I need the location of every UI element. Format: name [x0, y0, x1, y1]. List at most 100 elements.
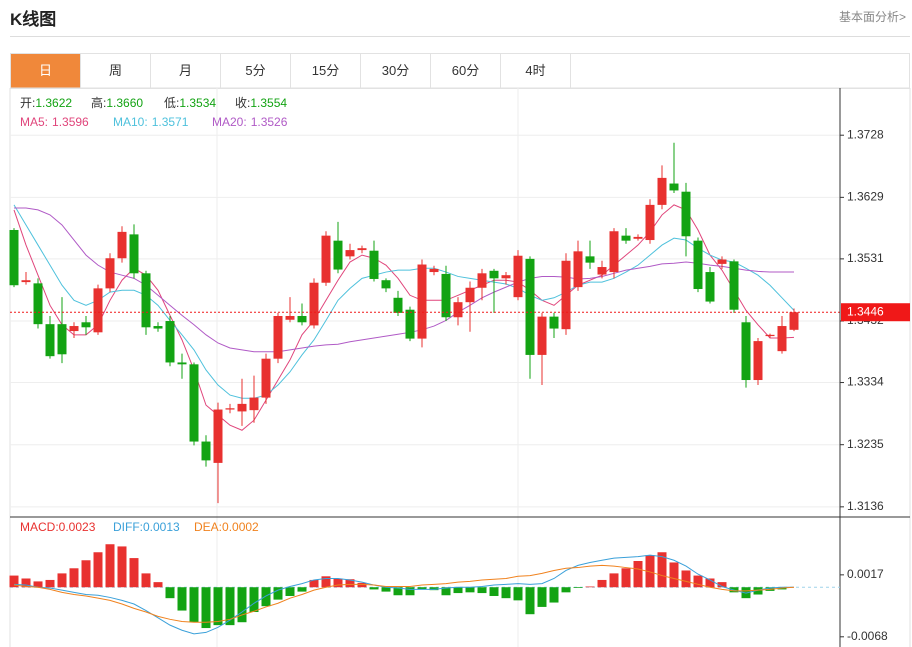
candle-body	[741, 322, 751, 381]
macd-bar	[453, 587, 463, 594]
legend-value: 0.0013	[143, 520, 180, 534]
candle-body	[525, 258, 535, 355]
period-tab[interactable]: 30分	[361, 54, 431, 88]
period-tab[interactable]: 4时	[501, 54, 571, 88]
candle-body	[189, 364, 199, 442]
macd-bar	[489, 587, 499, 596]
macd-bar	[477, 587, 487, 594]
candle-body	[129, 234, 139, 274]
candle-body	[69, 326, 79, 332]
macd-bar	[549, 587, 559, 603]
macd-bar	[657, 552, 667, 588]
legend-name: MA20:	[212, 115, 247, 129]
candle-body	[789, 312, 799, 330]
legend-entry: DEA:0.0002	[194, 520, 259, 534]
macd-bar	[345, 579, 355, 588]
legend-value: 1.3571	[152, 115, 189, 129]
macd-bar	[753, 587, 763, 595]
macd-bar	[717, 582, 727, 588]
candle-body	[369, 250, 379, 279]
macd-bar	[225, 587, 235, 626]
candle-body	[681, 191, 691, 237]
period-tab[interactable]: 日	[11, 54, 81, 88]
period-tab[interactable]: 月	[151, 54, 221, 88]
candle-body	[393, 297, 403, 313]
candle-body	[693, 240, 703, 290]
ohlc-readout: 开:1.3622	[20, 96, 72, 110]
candle-body	[645, 204, 655, 241]
period-tab[interactable]: 60分	[431, 54, 501, 88]
candle-body	[93, 288, 103, 333]
candle-body	[609, 231, 619, 273]
candle-body	[417, 264, 427, 339]
ma-line	[13, 204, 795, 399]
macd-bar	[105, 544, 115, 588]
macd-bar	[357, 582, 367, 588]
macd-bar	[249, 587, 259, 613]
fundamental-link[interactable]: 基本面分析>	[838, 10, 906, 24]
divider	[10, 36, 910, 37]
candle-body	[285, 315, 295, 320]
candle-body	[705, 272, 715, 302]
macd-bar	[153, 582, 163, 588]
ma-line	[14, 207, 794, 353]
candle-body	[45, 324, 55, 357]
candle-body	[465, 287, 475, 303]
macd-bar	[441, 587, 451, 596]
candle-body	[489, 270, 499, 279]
macd-bar	[93, 552, 103, 588]
candle-body	[237, 403, 247, 412]
macd-bar	[141, 573, 151, 588]
ohlc-readout: 低:1.3534	[164, 96, 216, 110]
macd-bar	[189, 587, 199, 623]
candle-body	[405, 309, 415, 339]
period-tab[interactable]: 15分	[291, 54, 361, 88]
readout-value: 1.3534	[179, 96, 216, 110]
macd-bar	[21, 578, 31, 588]
legend-entry: MA10: 1.3571	[113, 115, 189, 129]
macd-bar	[33, 581, 43, 588]
widget-title: K线图	[10, 10, 57, 29]
macd-bar	[585, 586, 595, 588]
macd-bar	[285, 587, 295, 596]
candle-body	[669, 183, 679, 191]
y-tick-label: 1.3728	[847, 127, 884, 141]
macd-bar	[333, 578, 343, 588]
candle-body	[513, 255, 523, 298]
macd-bar	[537, 587, 547, 607]
ohlc-readout: 收:1.3554	[235, 96, 287, 110]
macd-bar	[81, 560, 91, 588]
y-tick-label: 0.0017	[847, 567, 884, 581]
candle-body	[213, 409, 223, 463]
candle-body	[561, 260, 571, 330]
period-tab[interactable]: 周	[81, 54, 151, 88]
macd-bar	[321, 576, 331, 588]
candle-body	[273, 315, 283, 359]
legend-name: MA10:	[113, 115, 148, 129]
candle-body	[201, 441, 211, 461]
macd-bar	[609, 573, 619, 588]
y-tick-label: 1.3334	[847, 375, 884, 389]
readout-label: 开:	[20, 96, 35, 110]
macd-bar	[633, 561, 643, 588]
macd-bar	[117, 546, 127, 588]
macd-bar	[381, 587, 391, 592]
readout-label: 高:	[91, 95, 106, 110]
macd-bar	[57, 573, 67, 588]
macd-bar	[573, 587, 583, 588]
macd-bar	[309, 579, 319, 588]
candle-body	[261, 358, 271, 398]
candle-body	[81, 322, 91, 328]
y-tick-label: 1.3629	[847, 190, 884, 204]
candle-body	[765, 334, 775, 337]
candle-body	[141, 273, 151, 328]
legend-value: 1.3596	[52, 115, 89, 129]
macd-line	[13, 564, 795, 623]
macd-bar	[561, 587, 571, 593]
current-price-box	[841, 303, 910, 322]
candle-body	[165, 321, 175, 363]
macd-bar	[369, 587, 379, 590]
macd-bar	[165, 587, 175, 599]
period-tab[interactable]: 5分	[221, 54, 291, 88]
macd-bar	[273, 587, 283, 600]
